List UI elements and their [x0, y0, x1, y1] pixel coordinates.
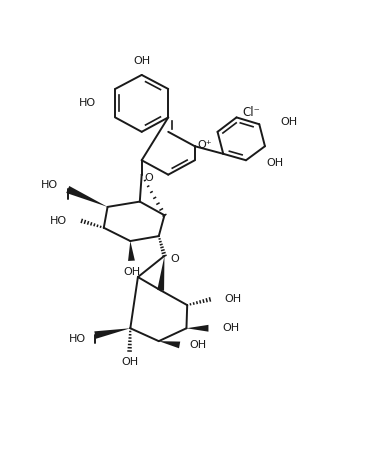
Text: Cl⁻: Cl⁻ — [243, 106, 261, 119]
Text: HO: HO — [50, 216, 67, 226]
Text: OH: OH — [224, 295, 241, 305]
Polygon shape — [94, 328, 130, 339]
Text: OH: OH — [121, 357, 138, 367]
Polygon shape — [159, 341, 180, 348]
Text: OH: OH — [223, 323, 240, 333]
Polygon shape — [128, 241, 135, 261]
Text: OH: OH — [280, 118, 297, 128]
Text: O⁺: O⁺ — [198, 140, 212, 150]
Text: HO: HO — [68, 334, 86, 344]
Text: HO: HO — [41, 179, 58, 189]
Text: OH: OH — [267, 159, 284, 169]
Polygon shape — [157, 256, 165, 291]
Polygon shape — [66, 186, 108, 207]
Text: HO: HO — [79, 99, 96, 109]
Text: O: O — [170, 254, 179, 264]
Polygon shape — [186, 325, 209, 332]
Text: O: O — [145, 173, 154, 183]
Text: OH: OH — [123, 267, 140, 277]
Text: OH: OH — [133, 56, 150, 66]
Text: OH: OH — [189, 340, 206, 350]
